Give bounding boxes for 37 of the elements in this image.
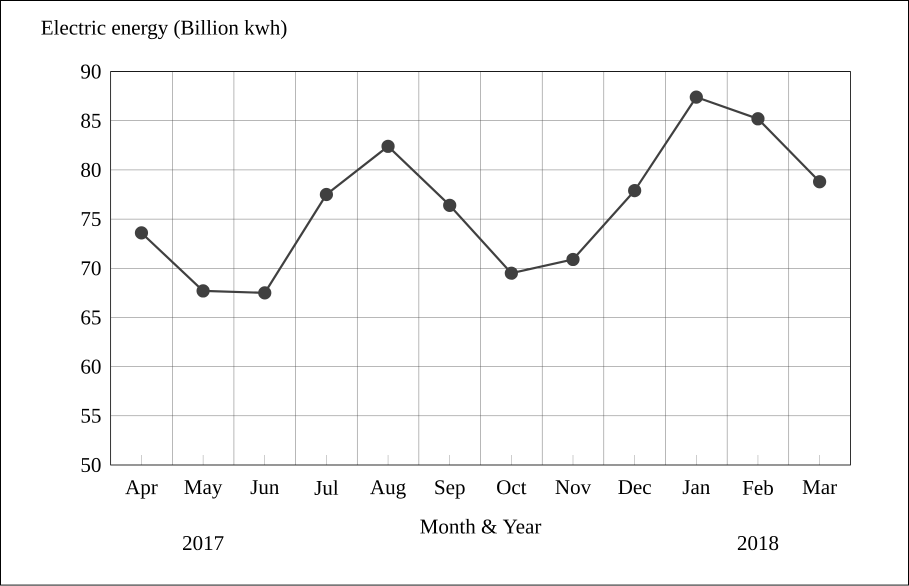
point [381,140,395,154]
chart-title: Electric energy (Billion kwh) [41,20,286,40]
x-tick-label: Dec [618,480,651,494]
x-tick-label: Mar [802,480,837,494]
y-tick-label: 90 [81,64,101,79]
y-tick-label: 85 [81,114,101,128]
y-tick-label: 75 [82,212,101,226]
point [134,226,148,240]
point [258,286,272,300]
y-tick-label: 55 [82,409,101,423]
x-tick-label: Aug [370,480,406,499]
point [690,90,703,104]
x-tick-label: Jan [682,480,710,494]
text: 2017 [183,536,224,550]
point [751,112,765,126]
x-tick-label: Jun [250,480,280,494]
x-tick-label: Nov [556,480,592,494]
point [566,253,580,266]
y-tick-label: 65 [81,310,101,325]
x-axis-title: Month & Year [420,519,542,534]
y-tick-label: 80 [81,163,101,178]
point [813,175,826,189]
point [196,284,210,298]
y-tick-label: 70 [82,261,101,276]
y-tick-label: 50 [82,458,101,472]
point [504,266,518,280]
point [320,188,334,202]
x-tick-label: Sep [435,480,465,499]
x-tick-label: May [184,480,222,499]
point [628,184,642,198]
point [443,198,456,212]
x-tick-label: Apr [125,480,158,499]
x-tick-label: Jul [314,480,338,496]
x-tick-label: Feb [742,480,773,496]
y-tick-label: 60 [81,360,101,374]
text: 2018 [738,536,778,550]
x-tick-label: Oct [497,480,526,495]
